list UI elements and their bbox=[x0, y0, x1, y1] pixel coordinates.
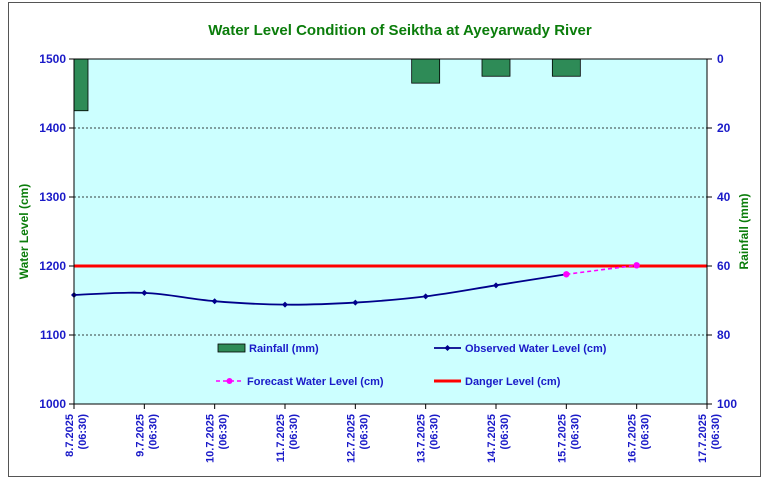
legend-entry: Danger Level (cm) bbox=[434, 376, 561, 388]
x-tick-label: 15.7.2025 bbox=[556, 414, 568, 463]
x-tick-time-label: (06:30) bbox=[640, 414, 652, 450]
y2-tick-label: 40 bbox=[717, 190, 731, 204]
legend-entry: Rainfall (mm) bbox=[217, 343, 319, 355]
y2-tick-label: 0 bbox=[717, 52, 724, 66]
y2-tick-label: 100 bbox=[717, 397, 737, 411]
y2-tick-label: 60 bbox=[717, 259, 731, 273]
plot-frame bbox=[73, 58, 708, 405]
y-tick-label: 1300 bbox=[39, 190, 66, 204]
y-tick-label: 1400 bbox=[39, 121, 66, 135]
y2-tick-label: 80 bbox=[717, 328, 731, 342]
rainfall-bar bbox=[551, 58, 581, 77]
plot-area bbox=[74, 59, 707, 404]
x-tick-time-label: (06:30) bbox=[710, 414, 722, 450]
y-tick-label: 1100 bbox=[40, 328, 66, 342]
forecast-water-level-point bbox=[633, 262, 640, 269]
rainfall-bar bbox=[481, 58, 511, 77]
observed-water-level-point bbox=[422, 293, 429, 300]
x-tick-time-label: (06:30) bbox=[288, 414, 300, 450]
legend-rainfall-swatch bbox=[217, 343, 246, 353]
chart-title: Water Level Condition of Seiktha at Ayey… bbox=[208, 22, 592, 39]
observed-water-level-point bbox=[352, 299, 359, 306]
forecast-water-level-series bbox=[563, 262, 640, 278]
x-tick-label: 14.7.2025 bbox=[486, 414, 498, 463]
legend-forecast-marker bbox=[226, 378, 233, 384]
observed-water-level-series bbox=[71, 271, 570, 308]
rainfall-bars bbox=[73, 58, 581, 112]
x-tick-label: 9.7.2025 bbox=[134, 414, 146, 457]
legend-label: Observed Water Level (cm) bbox=[465, 343, 607, 355]
x-tick-time-label: (06:30) bbox=[569, 414, 581, 450]
rainfall-bar bbox=[411, 58, 441, 84]
y2-axis-title: Rainfall (mm) bbox=[737, 193, 751, 269]
x-tick-label: 10.7.2025 bbox=[205, 414, 217, 463]
right-axis-tick-labels: 0 20 40 60 80 100 bbox=[717, 52, 737, 411]
x-tick-time-label: (06:30) bbox=[77, 414, 89, 450]
y-tick-label: 1000 bbox=[39, 397, 66, 411]
legend-observed-marker bbox=[444, 345, 451, 351]
y-tick-label: 1200 bbox=[39, 259, 66, 273]
legend-entry: Observed Water Level (cm) bbox=[434, 343, 607, 355]
x-axis-tick-labels: 8.7.2025 (06:30) 9.7.2025 (06:30) 10.7.2025(… bbox=[64, 414, 722, 463]
forecast-water-level-line bbox=[566, 264, 637, 276]
x-tick-time-label: (06:30) bbox=[218, 414, 230, 450]
left-axis-tick-labels: 1000 1100 1200 1300 1400 1500 bbox=[39, 52, 66, 411]
x-tick-label: 17.7.2025 bbox=[697, 414, 709, 463]
x-tick-time-label: (06:30) bbox=[429, 414, 441, 450]
x-tick-time-label: (06:30) bbox=[147, 414, 159, 450]
observed-water-level-point bbox=[141, 289, 148, 296]
legend-label: Forecast Water Level (cm) bbox=[247, 376, 384, 388]
forecast-water-level-point bbox=[563, 271, 570, 278]
legend-label: Danger Level (cm) bbox=[465, 376, 561, 388]
observed-water-level-point bbox=[211, 298, 218, 305]
observed-water-level-point bbox=[282, 301, 288, 308]
y-tick-label: 1500 bbox=[39, 52, 66, 66]
legend: Rainfall (mm) Observed Water Level (cm) Fo… bbox=[216, 343, 607, 388]
legend-entry: Forecast Water Level (cm) bbox=[216, 376, 384, 388]
x-tick-label: 16.7.2025 bbox=[627, 414, 639, 463]
y2-tick-label: 20 bbox=[717, 121, 731, 135]
x-tick-label: 8.7.2025 bbox=[64, 414, 76, 457]
x-tick-label: 12.7.2025 bbox=[345, 414, 357, 463]
x-tick-label: 13.7.2025 bbox=[416, 414, 428, 463]
rainfall-bar bbox=[73, 58, 89, 112]
observed-water-level-point bbox=[493, 282, 499, 289]
x-tick-time-label: (06:30) bbox=[499, 414, 511, 450]
y-axis-title: Water Level (cm) bbox=[17, 184, 31, 280]
observed-water-level-line bbox=[73, 273, 567, 306]
x-tick-time-label: (06:30) bbox=[358, 414, 370, 450]
axes bbox=[69, 58, 712, 409]
legend-label: Rainfall (mm) bbox=[249, 343, 319, 355]
x-tick-label: 11.7.2025 bbox=[275, 414, 287, 462]
